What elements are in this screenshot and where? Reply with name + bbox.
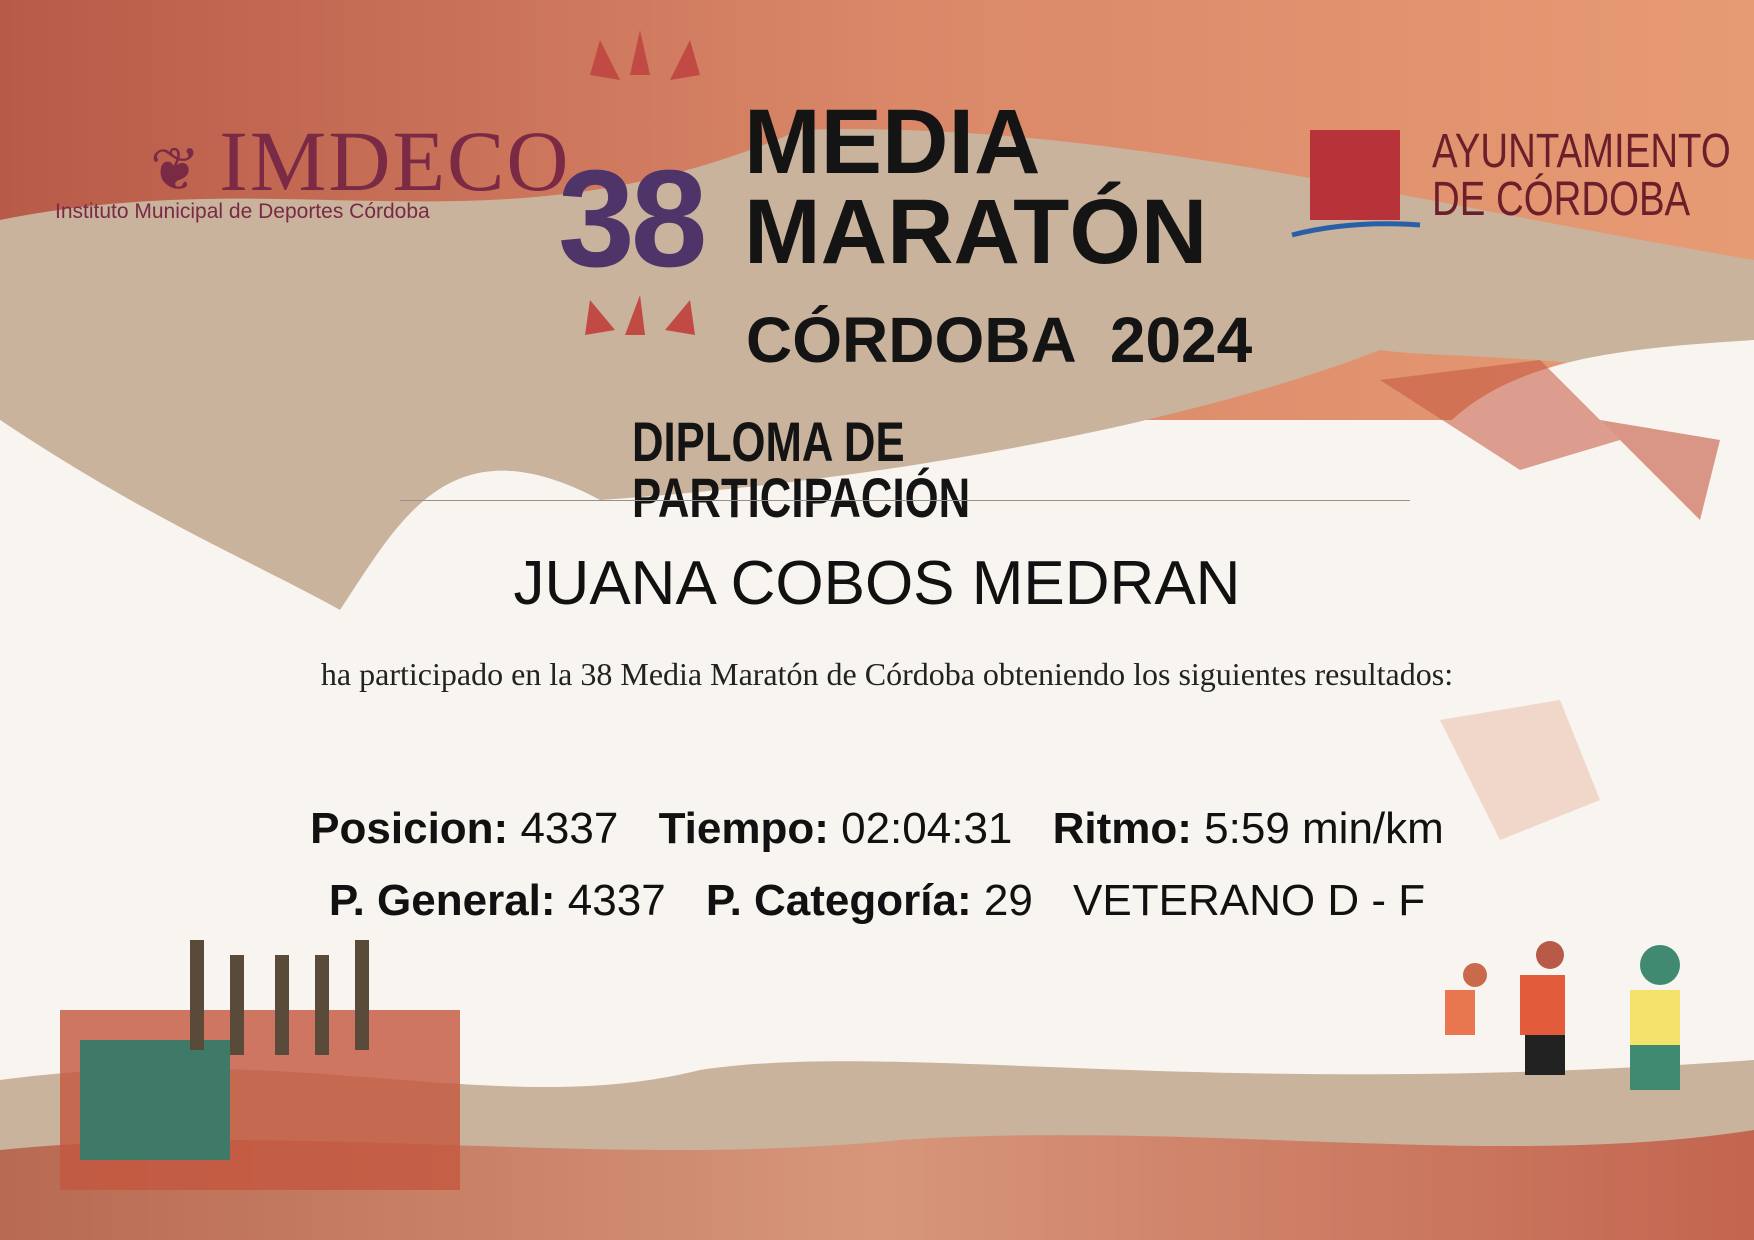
divider [400, 500, 1410, 501]
tiempo-label: Tiempo: [658, 804, 829, 853]
event-title-cordoba-year: CÓRDOBA 2024 [746, 304, 1253, 376]
posicion-label: Posicion: [310, 804, 509, 853]
ritmo-value: 5:59 min/km [1204, 804, 1444, 853]
imdeco-name: IMDECO [219, 113, 571, 209]
edition-number: 38 [558, 142, 707, 296]
ayuntamiento-line1: AYUNTAMIENTO [1432, 125, 1731, 178]
tiempo-value: 02:04:31 [841, 804, 1013, 853]
event-title-media: MEDIA [744, 91, 1041, 193]
ayuntamiento-logo: AYUNTAMIENTO DE CÓRDOBA [1432, 128, 1731, 224]
fan-ornament [585, 30, 700, 335]
general-label: P. General: [328, 876, 556, 925]
categoria-value: 29 [983, 876, 1033, 925]
categoria-label: P. Categoría: [705, 876, 972, 925]
runners-illustration [1445, 941, 1680, 1090]
participant-name: JUANA COBOS MEDRAN [513, 549, 1241, 618]
categoria-name: VETERANO D - F [1073, 876, 1426, 925]
posicion-value: 4337 [520, 804, 619, 853]
diploma-heading: DIPLOMA DE PARTICIPACIÓN [632, 410, 971, 529]
imdeco-wing-icon: ❦ [150, 137, 220, 203]
results-row-2: P. General: 4337 P. Categoría: 29 VETERA… [0, 876, 1754, 926]
imdeco-logo: ❦ IMDECO [150, 118, 571, 204]
ayuntamiento-line2: DE CÓRDOBA [1432, 173, 1691, 226]
results-row-1: Posicion: 4337 Tiempo: 02:04:31 Ritmo: 5… [0, 804, 1754, 854]
ritmo-label: Ritmo: [1052, 804, 1192, 853]
ayuntamiento-emblem [1291, 130, 1421, 238]
imdeco-subtitle: Instituto Municipal de Deportes Córdoba [55, 200, 430, 223]
event-title-maraton: MARATÓN [744, 181, 1208, 283]
participation-text: ha participado en la 38 Media Maratón de… [320, 656, 1454, 692]
general-value: 4337 [567, 876, 666, 925]
ruins-illustration [60, 940, 460, 1190]
